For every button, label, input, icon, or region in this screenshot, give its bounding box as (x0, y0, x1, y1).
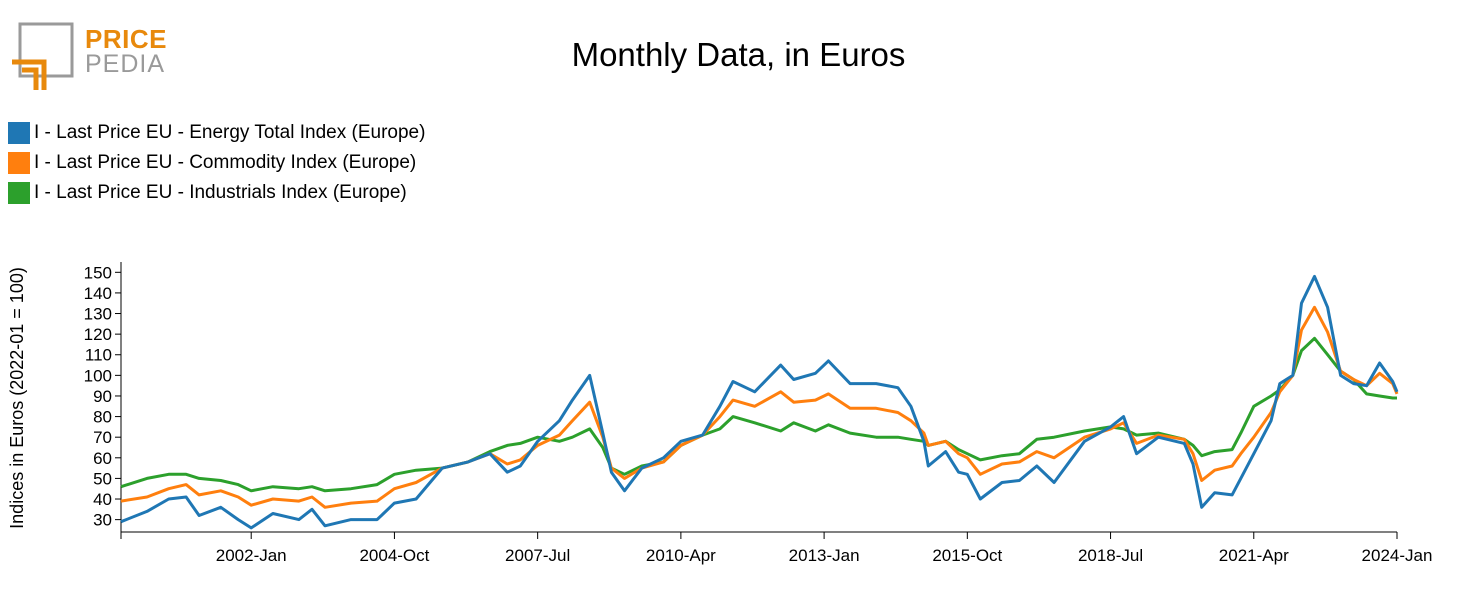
legend-item-industrials[interactable]: I - Last Price EU - Industrials Index (E… (8, 178, 425, 208)
legend-label-energy: I - Last Price EU - Energy Total Index (… (34, 122, 426, 143)
y-axis-title: Indices in Euros (2022-01 = 100) (7, 267, 27, 529)
chart-title: Monthly Data, in Euros (571, 36, 906, 73)
y-tick-label: 60 (93, 449, 112, 468)
y-tick-label: 130 (84, 305, 112, 324)
x-tick-label: 2004-Oct (359, 546, 429, 565)
legend-swatch-energy (8, 122, 30, 144)
y-tick-label: 30 (93, 511, 112, 530)
legend-item-energy[interactable]: I - Last Price EU - Energy Total Index (… (8, 118, 425, 148)
pricepedia-logo: PRICE PEDIA (8, 20, 168, 95)
legend-label-commodity: I - Last Price EU - Commodity Index (Eur… (34, 152, 417, 173)
y-tick-label: 120 (84, 325, 112, 344)
y-tick-label: 140 (84, 284, 112, 303)
y-tick-label: 100 (84, 366, 112, 385)
logo-mark-icon (12, 22, 74, 90)
y-tick-label: 150 (84, 263, 112, 282)
series-layer (120, 274, 1399, 530)
x-tick-label: 2024-Jan (1362, 546, 1433, 565)
x-axis: 2002-Jan 2004-Oct 2007-Jul 2010-Apr 2013-Jan… (120, 531, 1433, 565)
legend-swatch-commodity (8, 152, 30, 174)
y-tick-label: 80 (93, 408, 112, 427)
series-line-industrials (120, 336, 1397, 493)
legend-label-industrials: I - Last Price EU - Industrials Index (E… (34, 182, 407, 203)
legend-item-commodity[interactable]: I - Last Price EU - Commodity Index (Eur… (8, 148, 425, 178)
logo-text-pedia: PEDIA (85, 50, 166, 78)
x-tick-label: 2013-Jan (789, 546, 860, 565)
y-tick-label: 90 (93, 387, 112, 406)
x-tick-label: 2015-Oct (932, 546, 1002, 565)
logo-text-price: PRICE (85, 24, 167, 54)
y-tick-label: 40 (93, 490, 112, 509)
x-tick-label: 2018-Jul (1078, 546, 1143, 565)
series-line-energy (120, 274, 1399, 530)
chart-legend: I - Last Price EU - Energy Total Index (… (8, 118, 425, 208)
legend-swatch-industrials (8, 182, 30, 204)
y-tick-label: 70 (93, 428, 112, 447)
series-line-commodity (120, 305, 1399, 509)
x-tick-label: 2010-Apr (646, 546, 716, 565)
x-tick-label: 2002-Jan (216, 546, 287, 565)
y-tick-label: 110 (85, 346, 112, 365)
x-tick-label: 2007-Jul (505, 546, 570, 565)
y-tick-label: 50 (93, 469, 112, 488)
x-tick-label: 2021-Apr (1219, 546, 1289, 565)
